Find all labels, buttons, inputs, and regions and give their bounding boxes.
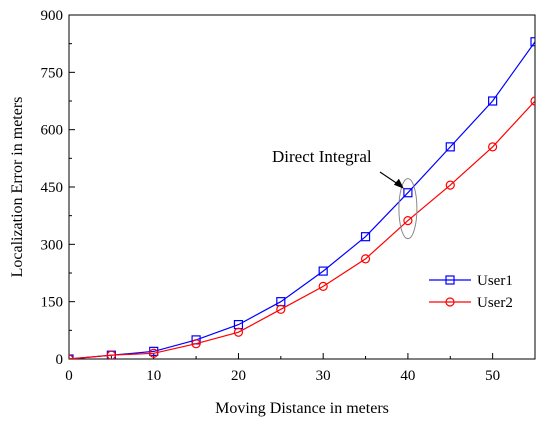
data-point-circle bbox=[445, 180, 455, 190]
data-point-circle bbox=[318, 281, 328, 291]
x-tick-label: 50 bbox=[485, 368, 500, 384]
series-layer bbox=[69, 37, 535, 359]
series-line bbox=[69, 100, 535, 359]
data-point-circle bbox=[403, 216, 413, 226]
y-tick-label: 450 bbox=[41, 180, 64, 196]
data-point-circle bbox=[488, 142, 498, 152]
data-point-square bbox=[488, 96, 498, 106]
data-point-square bbox=[530, 37, 535, 47]
data-point-circle bbox=[191, 339, 201, 349]
y-axis-title: Localization Error in meters bbox=[9, 97, 26, 278]
data-point-square bbox=[445, 142, 455, 152]
data-point-circle bbox=[530, 96, 535, 106]
data-point-square bbox=[318, 266, 328, 276]
data-point-circle bbox=[445, 297, 455, 307]
x-tick-label: 30 bbox=[316, 368, 331, 384]
annotation: Direct Integral bbox=[272, 147, 418, 240]
data-point-circle bbox=[149, 348, 159, 358]
legend-label: User1 bbox=[477, 273, 513, 289]
axis-ticks: 0 10 20 30 40 50 0 150 300 450 600 750 900 bbox=[41, 8, 501, 384]
annotation-label: Direct Integral bbox=[272, 147, 372, 166]
annotation-arrowhead bbox=[393, 178, 404, 189]
y-tick-label: 150 bbox=[41, 295, 64, 311]
series-user1 bbox=[69, 37, 535, 359]
plot-frame bbox=[68, 14, 536, 360]
x-tick-label: 10 bbox=[146, 368, 161, 384]
data-point-square bbox=[403, 188, 413, 198]
y-tick-label: 900 bbox=[41, 8, 64, 24]
annotation-ellipse bbox=[398, 178, 418, 240]
y-tick-label: 750 bbox=[41, 65, 64, 81]
data-point-square bbox=[360, 232, 371, 242]
x-axis-title: Moving Distance in meters bbox=[215, 400, 389, 417]
data-point-square bbox=[445, 275, 455, 285]
legend: User1 User2 bbox=[429, 273, 513, 311]
data-point-circle bbox=[276, 304, 286, 314]
x-tick-label: 40 bbox=[400, 368, 415, 384]
legend-label: User2 bbox=[477, 295, 513, 311]
x-tick-label: 0 bbox=[65, 368, 73, 384]
series-line bbox=[69, 41, 535, 359]
series-user2 bbox=[69, 96, 535, 359]
data-point-circle bbox=[106, 350, 116, 359]
y-tick-label: 300 bbox=[41, 237, 64, 253]
data-point-circle bbox=[360, 254, 371, 264]
data-point-circle bbox=[233, 327, 244, 337]
x-tick-label: 20 bbox=[231, 368, 246, 384]
y-tick-label: 600 bbox=[41, 123, 64, 139]
y-tick-label: 0 bbox=[56, 352, 64, 368]
